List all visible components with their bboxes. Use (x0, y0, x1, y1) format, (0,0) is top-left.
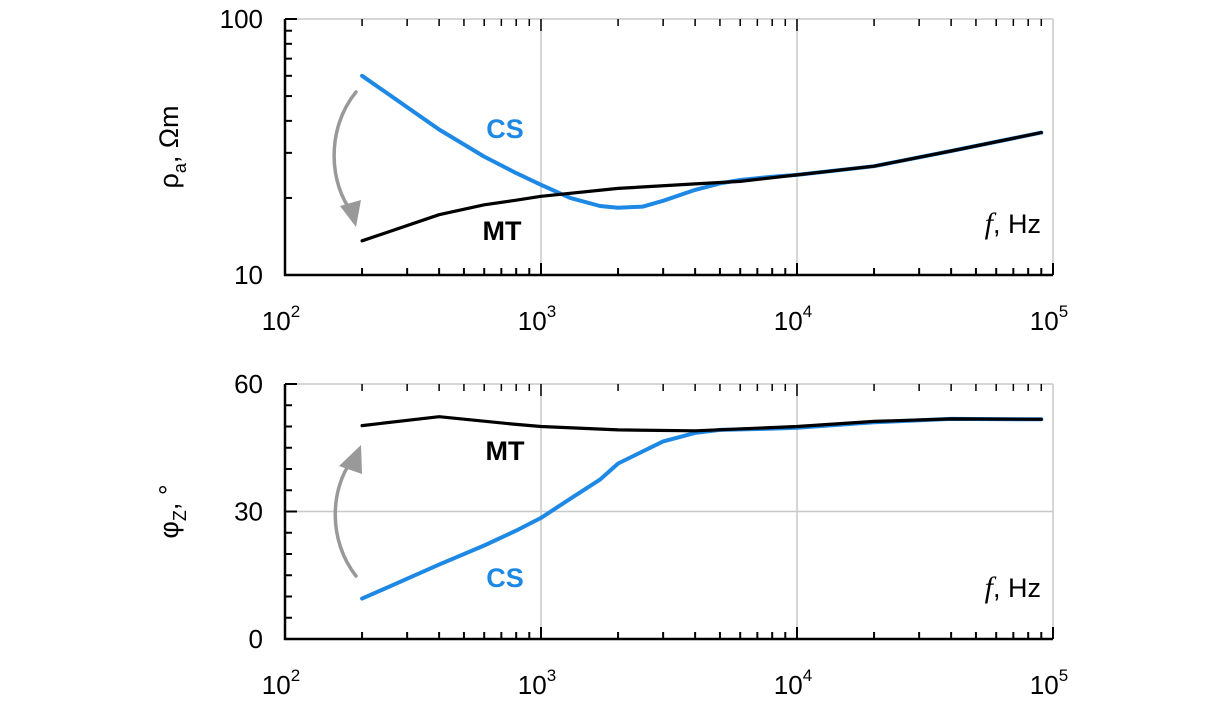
tick-exponent: 2 (291, 666, 300, 685)
tick-base: 10 (518, 670, 547, 700)
phase-series-mt-label: MT (486, 436, 525, 466)
rho-x-tick-label: 105 (1030, 302, 1068, 336)
ylabel-symbol: φ (154, 521, 184, 539)
tick-exponent: 2 (291, 302, 300, 321)
ylabel-symbol: ρ (154, 173, 184, 188)
rho-grid (540, 19, 798, 275)
tick-base: 10 (262, 670, 291, 700)
phase-y-tick-label: 60 (234, 369, 263, 399)
tick-base: 10 (518, 306, 547, 336)
rho-x-axis-label: f, Hz (985, 207, 1041, 240)
rho-y-tick-label: 10 (234, 260, 263, 290)
rho-series-cs-label: CS (486, 114, 524, 144)
rho-series-mt-line (360, 131, 1043, 243)
xlabel-unit: , Hz (993, 573, 1041, 603)
phase-x-tick-label: 103 (518, 666, 556, 700)
rho-y-axis-label: ρa, Ωm (154, 105, 190, 188)
tick-base: 10 (774, 670, 803, 700)
tick-base: 10 (262, 306, 291, 336)
ylabel-subscript: a (170, 162, 190, 173)
rho-series-cs-line (360, 73, 1044, 210)
ylabel-subscript: Z (170, 510, 190, 521)
tick-exponent: 4 (803, 302, 812, 321)
ylabel-unit: , ° (154, 484, 184, 510)
tick-exponent: 5 (1059, 666, 1068, 685)
rho-series-mt-label: MT (483, 216, 522, 246)
phase-y-axis-label: φZ, ° (154, 484, 190, 538)
rho-x-tick-label: 102 (262, 302, 300, 336)
tick-exponent: 5 (1059, 302, 1068, 321)
phase-series-cs-label: CS (486, 563, 524, 593)
phase-x-tick-label: 102 (262, 666, 300, 700)
tick-exponent: 4 (803, 666, 812, 685)
phase-x-tick-label: 104 (774, 666, 812, 700)
phase-x-tick-label: 105 (1030, 666, 1068, 700)
phase-y-tick-label: 30 (234, 497, 263, 527)
phase-x-axis-label: f, Hz (985, 571, 1041, 604)
arrow-head (340, 200, 361, 227)
rho-ticks (284, 18, 1054, 276)
tick-exponent: 3 (547, 302, 556, 321)
rho-x-tick-label: 103 (518, 302, 556, 336)
tick-exponent: 3 (547, 666, 556, 685)
tick-base: 10 (774, 306, 803, 336)
arrow-head (339, 445, 362, 474)
rho-x-tick-label: 104 (774, 302, 812, 336)
rho-conversion-arrow (332, 90, 361, 227)
tick-base: 10 (1030, 306, 1059, 336)
phase-y-tick-label: 0 (249, 624, 263, 654)
rho-y-tick-label: 100 (220, 4, 263, 34)
phase-series-mt-line (360, 415, 1043, 433)
ylabel-unit: , Ωm (154, 105, 184, 163)
phase-series-cs-line (360, 416, 1044, 601)
tick-base: 10 (1030, 670, 1059, 700)
xlabel-unit: , Hz (993, 209, 1041, 239)
phase-conversion-arrow (333, 445, 362, 578)
arrow-shaft (332, 90, 358, 214)
arrow-shaft (333, 458, 358, 578)
